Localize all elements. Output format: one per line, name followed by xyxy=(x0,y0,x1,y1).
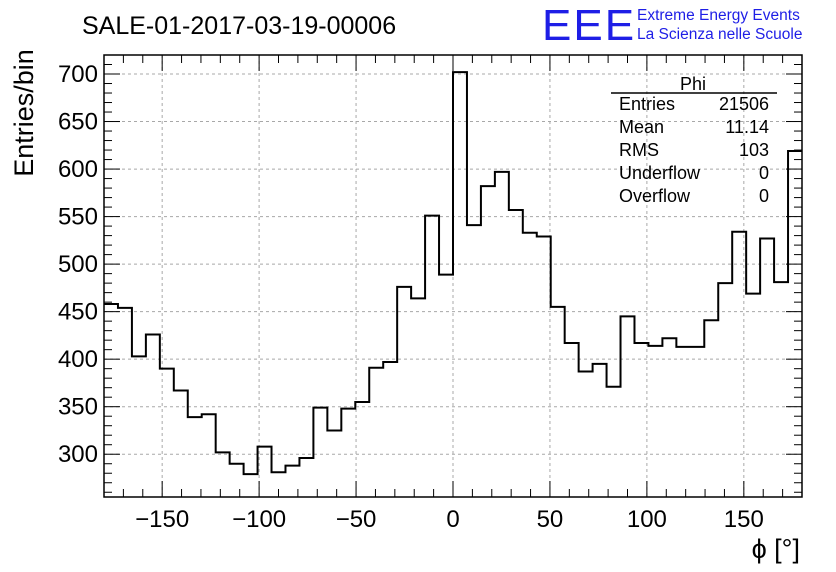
x-tick-label: 100 xyxy=(627,506,667,533)
stats-box-title: Phi xyxy=(680,74,706,94)
stats-row-value: 0 xyxy=(759,186,769,206)
y-tick-label: 400 xyxy=(58,346,98,373)
stats-row-label: Mean xyxy=(619,117,664,137)
y-tick-label: 450 xyxy=(58,299,98,326)
stats-row-value: 103 xyxy=(739,140,769,160)
stats-row-value: 21506 xyxy=(719,94,769,114)
stats-row-label: Entries xyxy=(619,94,675,114)
y-tick-labels: 300 350 400 450 500 550 600 650 700 xyxy=(58,61,98,468)
x-tick-label: −150 xyxy=(135,506,189,533)
y-tick-label: 600 xyxy=(58,156,98,183)
eee-logo: EEE Extreme Energy Events La Scienza nel… xyxy=(542,1,802,50)
axis-ticks xyxy=(103,54,803,497)
x-tick-label: 0 xyxy=(446,506,459,533)
y-tick-label: 550 xyxy=(58,204,98,231)
stats-row-value: 11.14 xyxy=(725,117,769,137)
x-tick-labels: −150 −100 −50 0 50 100 150 xyxy=(135,506,764,533)
y-tick-label: 700 xyxy=(58,61,98,88)
logo-line-2: La Scienza nelle Scuole xyxy=(637,26,802,43)
run-title: SALE-01-2017-03-19-00006 xyxy=(82,12,396,40)
x-axis-label: ϕ [°] xyxy=(752,534,800,564)
stats-row-value: 0 xyxy=(759,163,769,183)
stats-box: Phi Entries 21506 Mean 11.14 RMS 103 Underflow… xyxy=(611,74,777,206)
stats-row-label: Overflow xyxy=(619,186,691,206)
y-tick-label: 300 xyxy=(58,441,98,468)
x-tick-label: 50 xyxy=(537,506,564,533)
y-axis-label: Entries/bin xyxy=(9,49,39,177)
stats-row-label: RMS xyxy=(619,140,659,160)
x-tick-label: 150 xyxy=(724,506,764,533)
stats-row-label: Underflow xyxy=(619,163,701,183)
y-tick-label: 500 xyxy=(58,251,98,278)
y-tick-label: 650 xyxy=(58,109,98,136)
histogram-step-line xyxy=(104,71,802,476)
stats-box-rows: Entries 21506 Mean 11.14 RMS 103 Underflow 0 Ove… xyxy=(619,94,769,206)
x-tick-label: −50 xyxy=(336,506,377,533)
logo-line-1: Extreme Energy Events xyxy=(637,7,800,24)
logo-letters: EEE xyxy=(542,1,636,50)
y-tick-label: 350 xyxy=(58,394,98,421)
x-tick-label: −100 xyxy=(232,506,286,533)
